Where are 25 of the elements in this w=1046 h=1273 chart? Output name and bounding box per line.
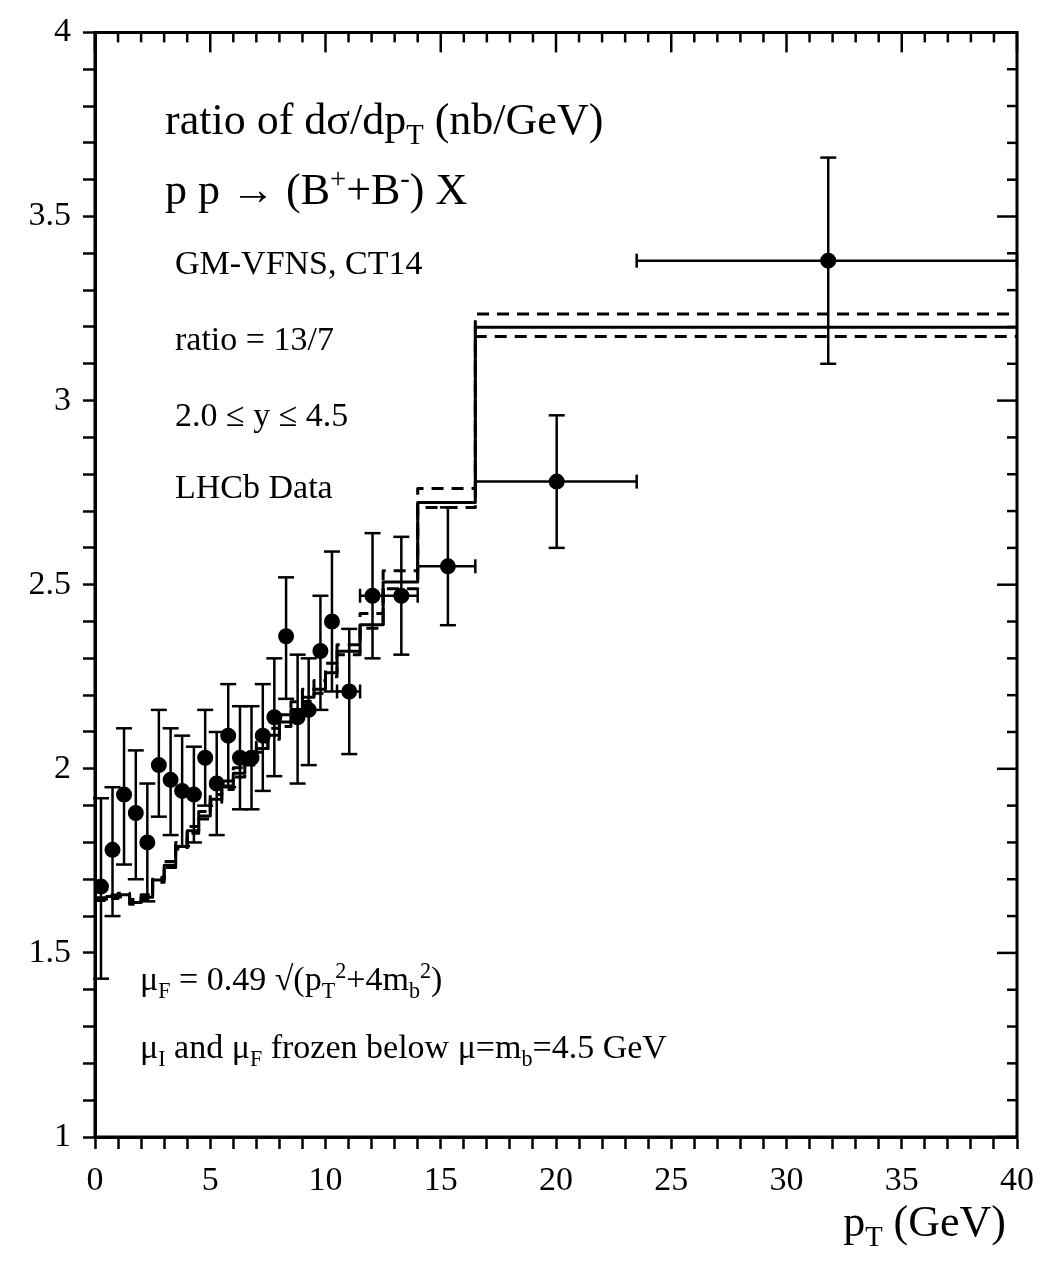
x-tick-label: 35 [884, 1160, 919, 1198]
y-tick-label: 3 [54, 379, 71, 417]
x-axis-title: p$_{T}$ (GeV) [843, 1197, 1006, 1252]
x-tick-label: 15 [423, 1160, 458, 1198]
text: μ$_{F}$ = 0.49 √(p$_{T}$$^{2}$+4m$_{b}$$^{2}$) [140, 958, 443, 1004]
annotation: μ$_{I}$ and μ$_{F}$ frozen below μ=m$_{b}$=4.5 GeV [140, 1028, 667, 1071]
y-tick-label: 1 [54, 1115, 71, 1153]
y-tick-label: 2.5 [28, 563, 71, 601]
x-tick-label: 0 [86, 1160, 104, 1198]
x-tick-label: 25 [654, 1160, 689, 1198]
annotation: 2.0 ≤ y ≤ 4.5 [175, 396, 349, 433]
annotation: ratio of dσ/dp$_{T}$ (nb/GeV) [165, 95, 604, 150]
x-tick-label: 30 [769, 1160, 804, 1198]
y-tick-label: 1.5 [28, 931, 71, 969]
x-tick-label: 40 [1000, 1160, 1034, 1198]
y-tick-label: 4 [54, 11, 71, 49]
x-tick-label: 20 [539, 1160, 573, 1198]
y-tick-label: 2 [54, 747, 71, 785]
y-tick-label: 3.5 [28, 195, 71, 233]
annotation: GM-VFNS, CT14 [175, 244, 423, 281]
annotation: LHCb Data [175, 468, 333, 505]
x-tick-label: 10 [308, 1160, 343, 1198]
annotation: p p → (B$^{+}$+B$^{-}$) X [165, 163, 468, 214]
annotation: ratio = 13/7 [175, 320, 334, 357]
x-tick-label: 5 [201, 1160, 219, 1198]
